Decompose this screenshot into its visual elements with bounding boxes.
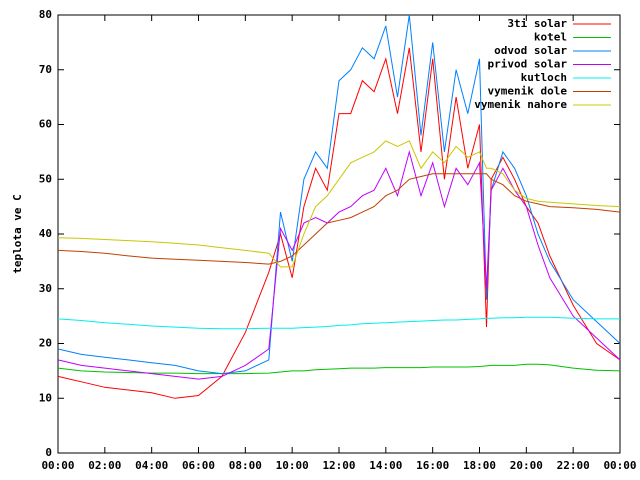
legend-label: odvod solar (494, 44, 567, 57)
y-tick-label: 20 (39, 337, 52, 350)
x-tick-label: 00:00 (603, 459, 636, 472)
x-tick-label: 06:00 (182, 459, 215, 472)
legend-label: kutloch (521, 71, 567, 84)
x-tick-label: 18:00 (463, 459, 496, 472)
legend-label: privod solar (488, 58, 568, 71)
series-line (57, 316, 620, 330)
y-tick-label: 70 (39, 63, 52, 76)
x-tick-label: 14:00 (369, 459, 402, 472)
series-line (57, 140, 621, 268)
x-tick-label: 20:00 (510, 459, 543, 472)
x-tick-label: 00:00 (41, 459, 74, 472)
legend-label: kotel (534, 31, 567, 44)
y-tick-label: 60 (39, 118, 52, 131)
x-tick-label: 16:00 (416, 459, 449, 472)
series-line (57, 173, 621, 265)
x-tick-label: 02:00 (88, 459, 121, 472)
y-tick-label: 10 (39, 391, 52, 404)
legend-label: vymenik nahore (474, 98, 567, 111)
x-tick-label: 08:00 (229, 459, 262, 472)
x-tick-label: 22:00 (557, 459, 590, 472)
series-line (57, 363, 621, 375)
y-axis-label: teplota ve C (11, 194, 24, 273)
y-tick-label: 40 (39, 227, 52, 240)
x-tick-label: 04:00 (135, 459, 168, 472)
x-tick-label: 12:00 (322, 459, 355, 472)
legend-label: vymenik dole (488, 85, 568, 98)
y-tick-label: 50 (39, 172, 52, 185)
x-tick-label: 10:00 (276, 459, 309, 472)
series-line (57, 14, 621, 375)
series-line (57, 149, 621, 380)
y-tick-label: 80 (39, 8, 52, 21)
series-line (57, 47, 621, 399)
y-tick-label: 0 (45, 446, 52, 459)
y-tick-label: 30 (39, 282, 52, 295)
legend-label: 3ti solar (507, 17, 567, 30)
